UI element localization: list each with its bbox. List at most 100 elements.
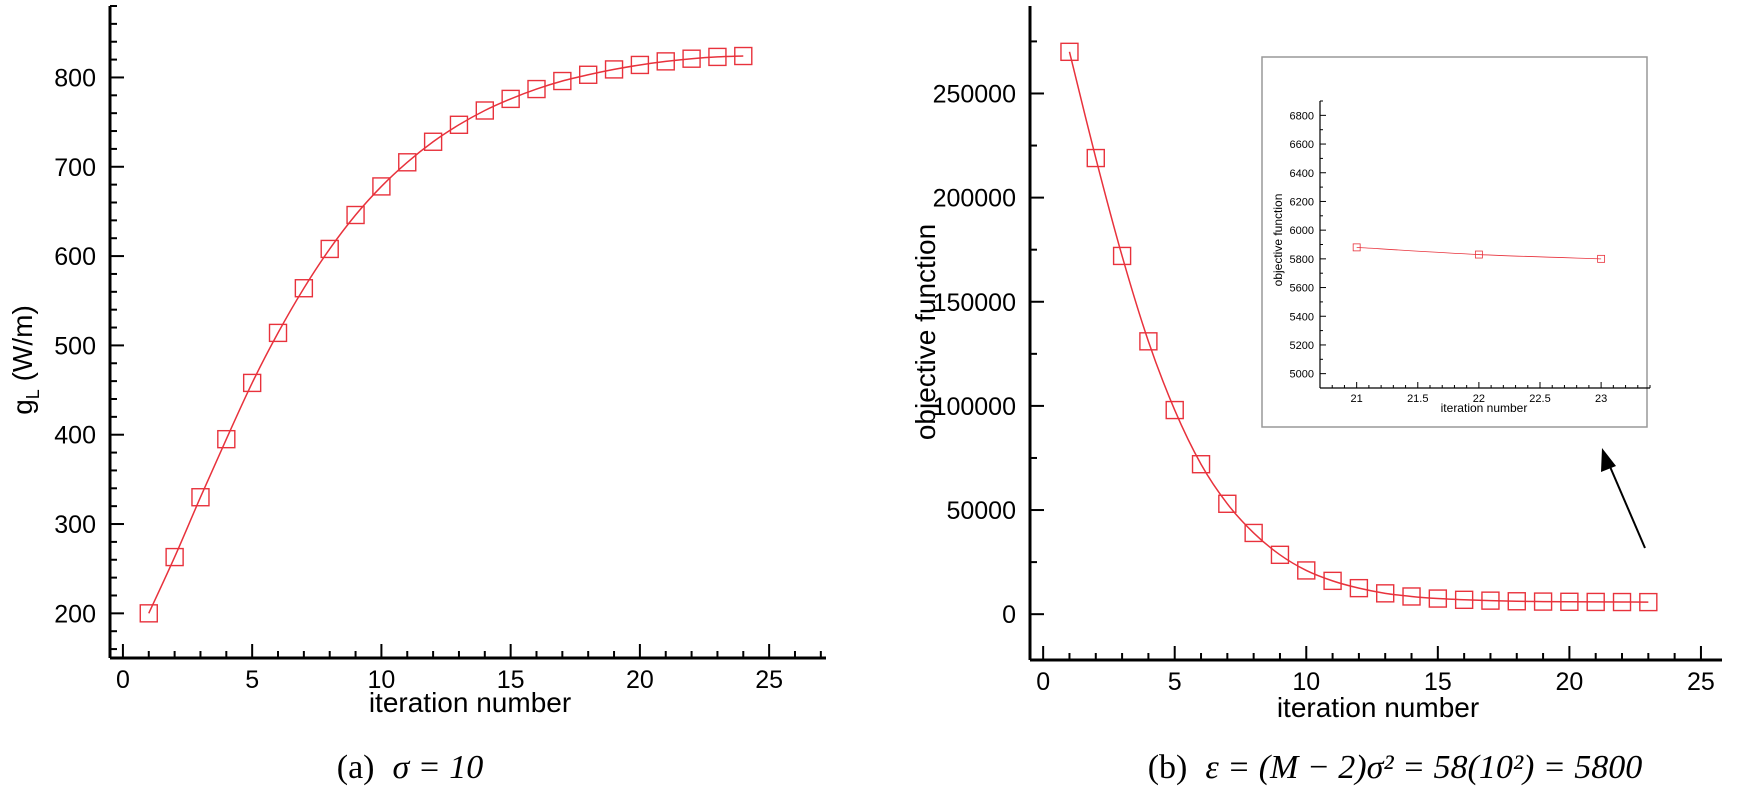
- a-y-tick-label: 800: [54, 64, 96, 92]
- a-data-point: [578, 65, 598, 84]
- a-y-tick-label: 500: [54, 332, 96, 360]
- a-x-tick-label: 5: [245, 666, 259, 694]
- b-data-point: [1086, 148, 1105, 168]
- a-data-point: [553, 71, 572, 91]
- a-y-tick-label: 700: [54, 154, 96, 182]
- panel-b-x-axis-label: iteration number: [1277, 692, 1479, 723]
- b-data-point: [1244, 523, 1263, 543]
- b-data-point: [1533, 592, 1553, 611]
- panel-a-axes: 0 5 10 15 20 25 200 300 400 500 600 700 800: [54, 5, 826, 694]
- inset-y-axis-label: objective function: [1271, 194, 1285, 287]
- b-y-tick-label: 0: [1002, 601, 1016, 629]
- a-data-point: [682, 49, 701, 68]
- b-data-point: [1560, 592, 1579, 611]
- b-data-point: [1112, 246, 1132, 266]
- a-data-point: [604, 60, 624, 79]
- a-x-tick-label: 10: [368, 666, 396, 694]
- inset-y-tick-label: 5000: [1290, 369, 1314, 381]
- b-x-tick-label: 0: [1036, 668, 1050, 696]
- panel-b-series: [1060, 42, 1658, 612]
- a-y-tick-label: 400: [54, 422, 96, 450]
- inset-pointer-arrowhead: [1601, 448, 1616, 472]
- b-data-point: [1270, 545, 1290, 565]
- a-data-point: [165, 547, 184, 567]
- b-data-point: [1349, 578, 1369, 598]
- panel-a-caption: (a) σ = 10: [337, 749, 483, 786]
- inset-y-tick-label: 6800: [1290, 110, 1314, 122]
- b-data-point: [1481, 591, 1500, 610]
- inset-frame: [1261, 56, 1648, 428]
- b-data-point: [1297, 561, 1316, 580]
- inset-x-tick-label: 21.5: [1407, 393, 1428, 405]
- a-data-point: [656, 52, 675, 71]
- a-y-tick-label: 600: [54, 243, 96, 271]
- a-data-point: [217, 429, 236, 449]
- inset-x-tick-label: 22: [1473, 393, 1485, 405]
- b-x-tick-label: 10: [1292, 668, 1320, 696]
- inset-x-tick-label: 21: [1351, 393, 1363, 405]
- inset-y-tick-label: 5200: [1290, 340, 1314, 352]
- b-data-point: [1612, 592, 1632, 612]
- inset-y-tick-label: 6600: [1290, 139, 1314, 151]
- inset-data-point: [1597, 254, 1606, 263]
- a-data-point: [139, 604, 158, 623]
- a-data-point: [320, 239, 339, 259]
- b-y-tick-label: 50000: [946, 497, 1016, 525]
- inset-y-tick-label: 5800: [1290, 254, 1314, 266]
- b-x-tick-label: 25: [1687, 668, 1715, 696]
- panel-b-caption-math: ε = (M − 2)σ² = 58(10²) = 5800: [1205, 749, 1642, 786]
- panel-a-y-axis-label: gL (W/m): [7, 305, 43, 415]
- b-y-tick-label: 100000: [933, 393, 1016, 421]
- inset-y-tick-label: 6200: [1290, 196, 1314, 208]
- panel-a-chart: 0 5 10 15 20 25 200 300 400 500 600 700 800 iteratio…: [7, 5, 826, 786]
- panel-b-caption-label: (b): [1148, 749, 1188, 786]
- b-data-point: [1139, 332, 1158, 351]
- b-data-point: [1323, 571, 1342, 591]
- inset-x-tick-label: 23: [1595, 393, 1607, 405]
- inset-series-line: [1356, 246, 1602, 260]
- a-x-tick-label: 25: [755, 666, 783, 694]
- inset-data-point: [1474, 250, 1483, 259]
- a-y-tick-label: 200: [54, 600, 96, 628]
- inset-y-tick-label: 6400: [1290, 168, 1314, 180]
- a-y-tick-label: 300: [54, 511, 96, 539]
- a-data-point: [294, 279, 314, 298]
- b-data-point: [1402, 587, 1421, 606]
- a-x-tick-label: 20: [626, 666, 654, 694]
- inset-y-tick-label: 6000: [1290, 225, 1314, 237]
- b-data-point: [1428, 589, 1448, 608]
- panel-b-inset-chart: 21 21.5 22 22.5 23 5000 5200 5400 5600 5800 6000 62…: [1261, 56, 1651, 428]
- panel-a-x-axis-label: iteration number: [369, 687, 571, 718]
- b-x-tick-label: 15: [1424, 668, 1452, 696]
- a-data-point: [372, 177, 391, 196]
- panel-b-axes: 0 5 10 15 20 25 0 50000 100000 150000 200000 250000: [933, 6, 1722, 696]
- a-data-point: [191, 488, 210, 507]
- a-data-point: [527, 79, 546, 99]
- b-x-tick-label: 5: [1168, 668, 1182, 696]
- b-data-point: [1218, 494, 1237, 513]
- b-data-point: [1060, 42, 1079, 62]
- b-data-point: [1376, 584, 1395, 603]
- inset-series: [1352, 243, 1606, 263]
- panel-b-y-axis-label: objective function: [910, 224, 941, 440]
- b-x-tick-label: 20: [1555, 668, 1583, 696]
- panel-a-caption-math: σ = 10: [393, 749, 484, 786]
- panel-a-y-label-sub: L: [23, 389, 43, 399]
- b-data-point: [1507, 592, 1526, 611]
- a-data-point: [734, 46, 753, 66]
- inset-y-tick-label: 5600: [1290, 283, 1314, 295]
- a-x-tick-label: 15: [497, 666, 525, 694]
- inset-x-tick-label: 22.5: [1529, 393, 1550, 405]
- panel-b-chart: 0 5 10 15 20 25 0 50000 100000 150000 200000 250000…: [910, 6, 1722, 786]
- a-x-tick-label: 0: [116, 666, 130, 694]
- panel-a-y-label-main: g: [7, 399, 38, 415]
- b-series-line: [1068, 51, 1649, 603]
- a-data-point: [475, 101, 495, 120]
- b-data-point: [1454, 590, 1474, 610]
- inset-x-axis-label: iteration number: [1441, 401, 1528, 415]
- a-data-point: [630, 55, 650, 75]
- panel-a-caption-label: (a): [337, 749, 375, 786]
- b-y-tick-label: 200000: [933, 185, 1016, 213]
- inset-axes: 21 21.5 22 22.5 23 5000 5200 5400 5600 5800 6000 62…: [1290, 100, 1651, 405]
